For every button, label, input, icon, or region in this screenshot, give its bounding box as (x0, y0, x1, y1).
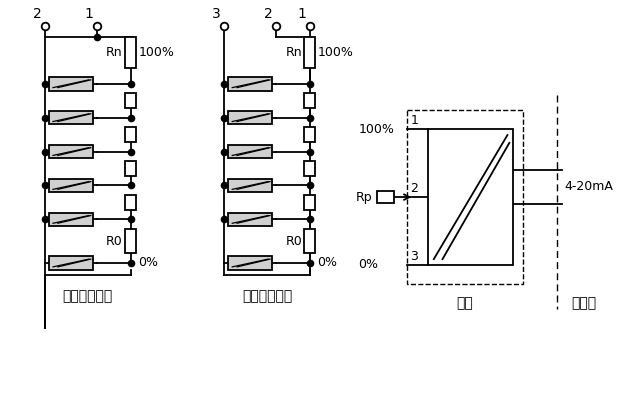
Text: 2: 2 (33, 7, 42, 21)
FancyBboxPatch shape (228, 77, 272, 91)
FancyBboxPatch shape (49, 111, 93, 124)
Bar (125, 161, 136, 176)
Bar (304, 37, 315, 68)
Text: Rn: Rn (106, 46, 123, 59)
Text: 3: 3 (212, 7, 221, 21)
Bar (304, 93, 315, 108)
Text: 100%: 100% (317, 46, 354, 59)
Text: 现场: 现场 (456, 296, 473, 310)
Text: 0%: 0% (358, 258, 378, 272)
Bar (304, 195, 315, 210)
Bar (125, 195, 136, 210)
FancyBboxPatch shape (228, 179, 272, 192)
Bar (304, 229, 315, 253)
FancyBboxPatch shape (49, 213, 93, 226)
Text: 2: 2 (411, 182, 418, 195)
Bar (377, 191, 394, 203)
Text: 1: 1 (411, 114, 418, 127)
Text: 三线制变送器: 三线制变送器 (242, 289, 292, 303)
Bar (125, 127, 136, 142)
Text: 控制室: 控制室 (572, 296, 597, 310)
FancyBboxPatch shape (49, 145, 93, 158)
Text: 0%: 0% (317, 256, 337, 270)
Text: Rp: Rp (356, 191, 372, 204)
Text: 1: 1 (85, 7, 93, 21)
Bar (407, 110, 523, 284)
Bar (125, 37, 136, 68)
Bar (304, 127, 315, 142)
FancyBboxPatch shape (228, 213, 272, 226)
Text: 0%: 0% (138, 256, 158, 270)
Text: 100%: 100% (358, 123, 394, 136)
Text: 1: 1 (297, 7, 307, 21)
Bar (428, 129, 513, 265)
Text: 4-20mA: 4-20mA (565, 180, 613, 193)
Text: 二线制变送器: 二线制变送器 (63, 289, 113, 303)
Text: R0: R0 (106, 235, 123, 248)
FancyBboxPatch shape (228, 256, 272, 270)
Text: 3: 3 (411, 250, 418, 263)
Bar (304, 161, 315, 176)
FancyBboxPatch shape (49, 256, 93, 270)
Text: 100%: 100% (138, 46, 174, 59)
Text: R0: R0 (285, 235, 302, 248)
FancyBboxPatch shape (228, 111, 272, 124)
Text: Rn: Rn (285, 46, 302, 59)
Text: 2: 2 (264, 7, 272, 21)
FancyBboxPatch shape (49, 77, 93, 91)
FancyBboxPatch shape (228, 145, 272, 158)
FancyBboxPatch shape (49, 179, 93, 192)
Bar (125, 229, 136, 253)
Bar (125, 93, 136, 108)
